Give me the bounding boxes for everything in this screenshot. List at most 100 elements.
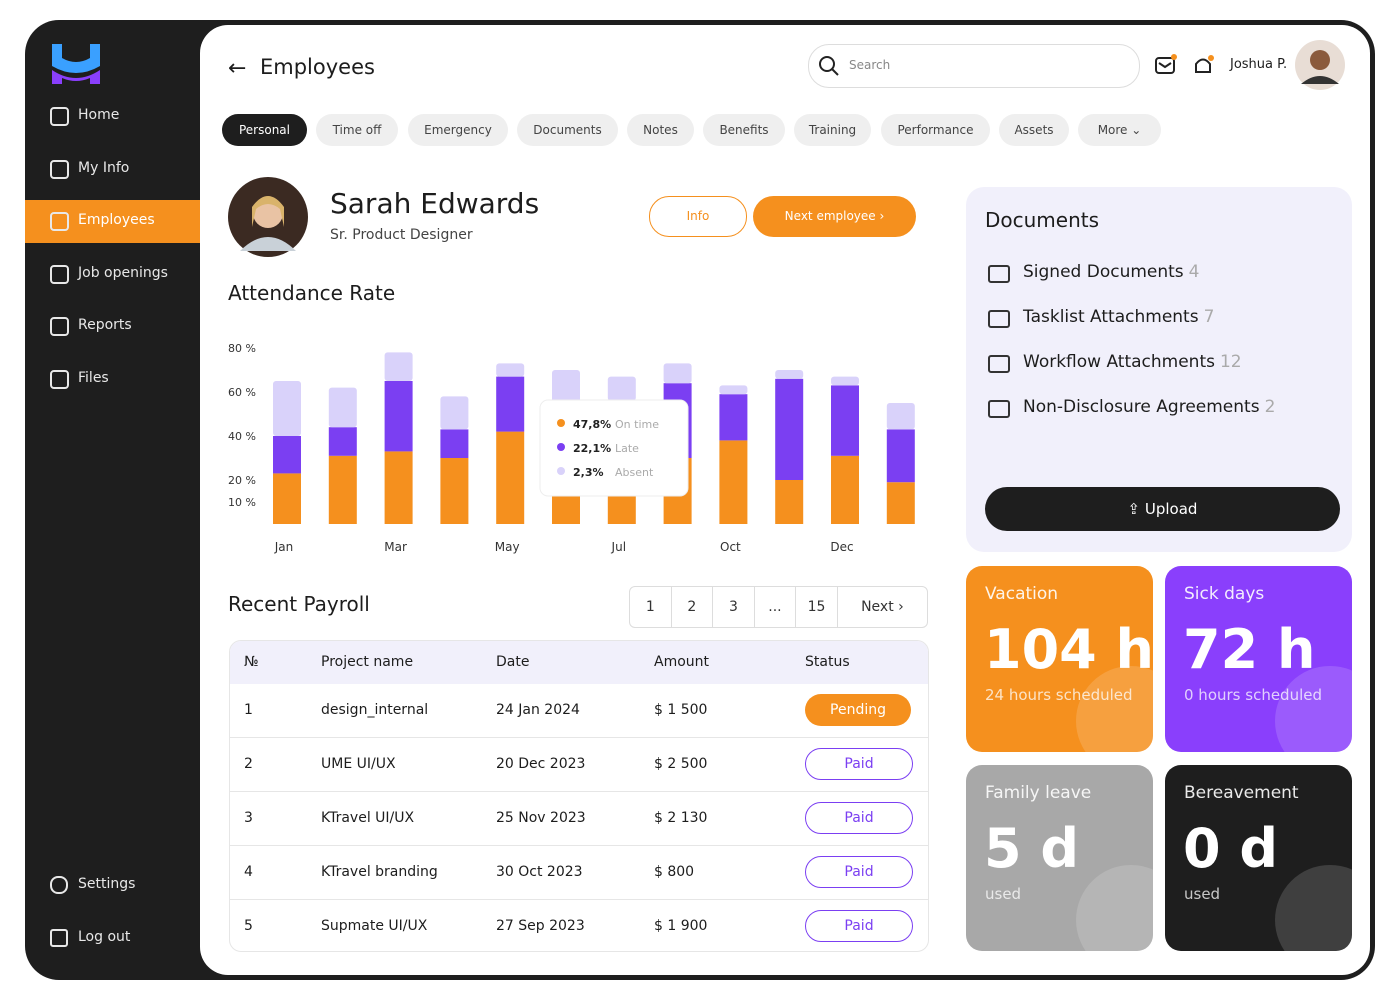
nav-icon xyxy=(50,370,69,389)
table-cell: $ 1 900 xyxy=(654,918,708,934)
bar-segment xyxy=(719,394,748,441)
nav-icon xyxy=(50,160,69,179)
nav-icon xyxy=(50,265,69,284)
bar-segment xyxy=(440,396,469,430)
card-decoration xyxy=(1275,865,1352,951)
tab[interactable]: Time off xyxy=(316,114,398,146)
card-title: Vacation xyxy=(985,584,1059,604)
y-tick-label: 40 % xyxy=(228,430,256,443)
bar-segment xyxy=(607,376,636,401)
tooltip-dot xyxy=(557,443,565,451)
x-tick-label: May xyxy=(495,540,520,554)
table-cell: 24 Jan 2024 xyxy=(496,702,580,718)
column-header: Amount xyxy=(654,654,710,670)
y-tick-label: 10 % xyxy=(228,496,256,509)
back-arrow[interactable]: ← xyxy=(228,56,247,81)
employee-role: Sr. Product Designer xyxy=(330,227,473,243)
folder-icon xyxy=(988,355,1010,373)
folder-icon xyxy=(988,310,1010,328)
table-cell: KTravel branding xyxy=(321,864,438,880)
nav-item[interactable]: Employees xyxy=(78,212,155,228)
table-header: № Project name Date Amount Status xyxy=(230,641,928,684)
tab[interactable]: Performance xyxy=(881,114,990,146)
x-tick-label: Jul xyxy=(611,540,626,554)
nav-item[interactable]: Settings xyxy=(78,876,136,892)
page-button[interactable]: 3 xyxy=(713,587,755,627)
table-cell: 1 xyxy=(244,702,253,718)
tooltip-value: 22,1% xyxy=(573,442,611,455)
profile-photo xyxy=(228,177,308,257)
document-count: 7 xyxy=(1203,307,1215,327)
bar-segment xyxy=(719,440,748,524)
tab[interactable]: Personal xyxy=(222,114,307,146)
bar-segment xyxy=(328,427,357,456)
header-icons[interactable] xyxy=(1154,54,1218,78)
table-cell: UME UI/UX xyxy=(321,756,396,772)
card-title: Bereavement xyxy=(1184,783,1299,803)
document-name[interactable]: Tasklist Attachments xyxy=(1023,307,1199,327)
card-value: 72 h xyxy=(1183,618,1316,681)
nav-item[interactable]: Files xyxy=(78,370,109,386)
document-name[interactable]: Non-Disclosure Agreements xyxy=(1023,397,1260,417)
legend-entry: Absent xyxy=(615,466,654,479)
page-button[interactable]: 15 xyxy=(796,587,838,627)
column-header: Status xyxy=(805,654,850,670)
card-decoration xyxy=(1076,865,1153,951)
next-employee-button[interactable]: Next employee › xyxy=(753,196,916,237)
column-header: № xyxy=(244,654,259,670)
tab[interactable]: Emergency xyxy=(408,114,508,146)
table-cell: $ 800 xyxy=(654,864,695,880)
card-subtitle: used xyxy=(1184,885,1221,903)
card-title: Family leave xyxy=(985,783,1092,803)
page-title: Employees xyxy=(260,55,375,79)
nav-item[interactable]: Reports xyxy=(78,317,132,333)
table-cell: 4 xyxy=(244,864,253,880)
tab[interactable]: More ⌄ xyxy=(1078,114,1161,146)
card-title: Sick days xyxy=(1184,584,1265,604)
upload-label: Upload xyxy=(1144,500,1198,518)
page-button[interactable]: 2 xyxy=(672,587,714,627)
nav-item[interactable]: Job openings xyxy=(78,265,168,281)
bar-segment xyxy=(775,480,804,524)
tab[interactable]: Benefits xyxy=(703,114,785,146)
user-avatar[interactable] xyxy=(1295,40,1345,90)
folder-icon xyxy=(988,265,1010,283)
upload-button[interactable]: ⇪ Upload xyxy=(985,487,1340,531)
nav-icon xyxy=(50,107,69,126)
column-header: Date xyxy=(496,654,530,670)
page-button[interactable]: 1 xyxy=(630,587,672,627)
nav-item[interactable]: Log out xyxy=(78,929,131,945)
card-subtitle: 24 hours scheduled xyxy=(985,686,1133,704)
table-cell: 25 Nov 2023 xyxy=(496,810,586,826)
table-cell: 20 Dec 2023 xyxy=(496,756,586,772)
bar-segment xyxy=(273,436,301,474)
bar-segment xyxy=(440,429,469,458)
table-row: 4 KTravel branding 30 Oct 2023 $ 800 Paid xyxy=(230,845,928,899)
bar-segment xyxy=(496,376,525,432)
bar-segment xyxy=(886,482,915,524)
tab[interactable]: Training xyxy=(794,114,871,146)
search-box[interactable] xyxy=(808,44,1140,88)
table-cell: KTravel UI/UX xyxy=(321,810,415,826)
bar-segment xyxy=(886,403,915,430)
tooltip-dot xyxy=(557,419,565,427)
tab[interactable]: Notes xyxy=(627,114,694,146)
x-tick-label: Mar xyxy=(384,540,407,554)
nav-item[interactable]: My Info xyxy=(78,160,130,176)
document-count: 2 xyxy=(1264,397,1276,417)
document-name[interactable]: Signed Documents xyxy=(1023,262,1184,282)
info-button[interactable]: Info xyxy=(649,196,747,237)
page-button[interactable]: ... xyxy=(755,587,797,627)
document-name[interactable]: Workflow Attachments xyxy=(1023,352,1215,372)
next-employee-label: Next employee xyxy=(784,209,876,223)
nav-item[interactable]: Home xyxy=(78,107,120,123)
column-header: Project name xyxy=(321,654,414,670)
tab[interactable]: Assets xyxy=(999,114,1069,146)
page-button[interactable]: Next › xyxy=(861,599,904,615)
y-tick-label: 60 % xyxy=(228,386,256,399)
table-cell: design_internal xyxy=(321,702,429,718)
tab[interactable]: Documents xyxy=(517,114,618,146)
table-cell: $ 1 500 xyxy=(654,702,708,718)
card-subtitle: used xyxy=(985,885,1022,903)
legend-entry: Late xyxy=(615,442,639,455)
